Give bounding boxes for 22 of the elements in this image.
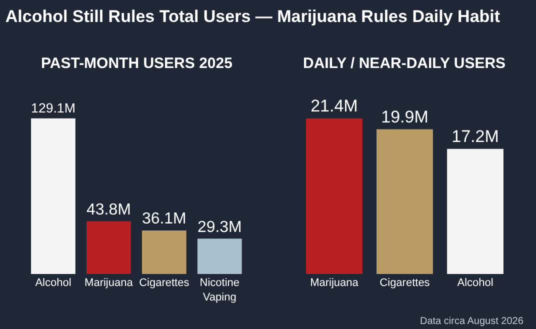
x-tick-label: Cigarettes [139, 277, 190, 289]
x-tick-label: Marijuana [84, 277, 134, 289]
bar [142, 230, 186, 274]
bar [197, 238, 242, 274]
x-tick-label: Alcohol [457, 277, 494, 289]
bar [86, 221, 131, 274]
data-label: 43.8M [86, 201, 131, 218]
x-tick-label: Alcohol [35, 277, 72, 289]
data-label: 36.1M [142, 210, 186, 228]
text: Data circa August 2026 [420, 316, 524, 327]
x-tick-label: Cigarettes [380, 277, 430, 289]
data-label: 29.3M [197, 218, 242, 236]
bar [31, 118, 76, 274]
x-tick-label: Nicotine Vaping [200, 277, 240, 304]
chart-subtitle: DAILY / NEAR-DAILY USERS [303, 55, 506, 72]
data-label: 19.9M [381, 107, 428, 126]
x-tick-label: Marijuana [310, 277, 360, 289]
chart-subtitle: PAST-MONTH USERS 2025 [41, 55, 232, 72]
chart-title: Alcohol Still Rules Total Users — Marijuana Rules Daily Habit [5, 6, 500, 26]
data-label: 129.1M [31, 100, 76, 116]
data-label: 21.4M [310, 96, 358, 116]
data-label: 17.2M [452, 126, 499, 146]
